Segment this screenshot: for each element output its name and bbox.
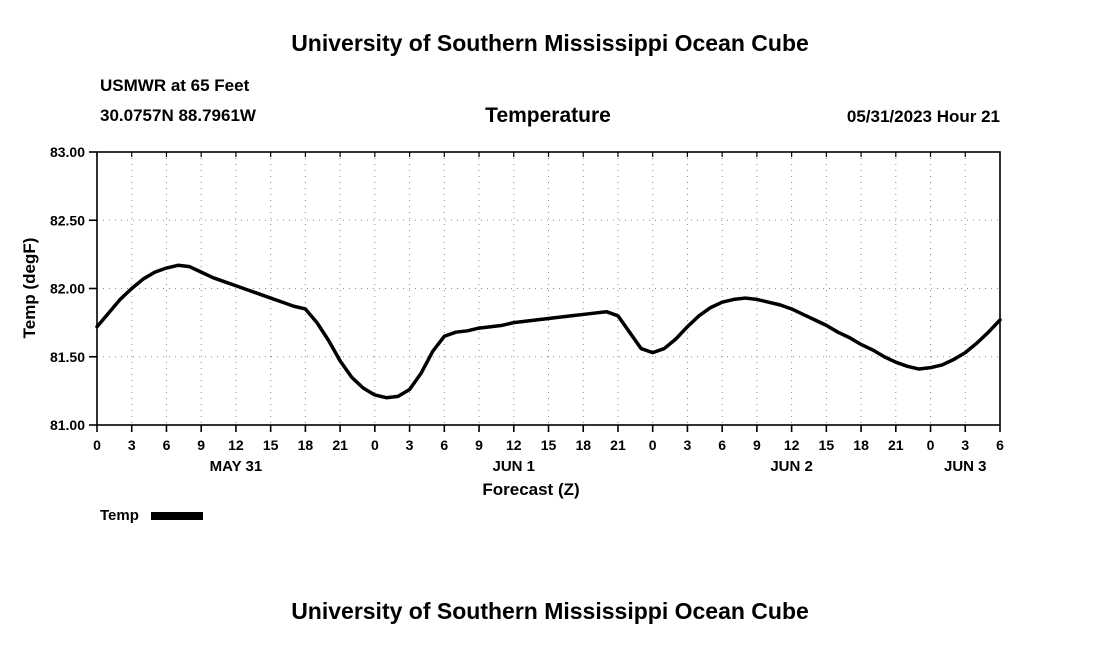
run-time-label: 05/31/2023 Hour 21 (846, 107, 1000, 126)
day-label: JUN 2 (770, 458, 813, 475)
x-tick-label: 12 (506, 437, 522, 453)
x-tick-label: 18 (853, 437, 869, 453)
x-tick-label: 0 (93, 437, 101, 453)
y-tick-label: 81.50 (50, 349, 85, 365)
legend-line-swatch (150, 511, 203, 520)
x-tick-label: 6 (996, 437, 1004, 453)
x-tick-label: 9 (197, 437, 205, 453)
plot-border (96, 151, 1001, 426)
page-title-bottom: University of Southern Mississippi Ocean… (291, 598, 809, 624)
y-tick-label: 82.50 (50, 212, 85, 228)
day-label: JUN 1 (493, 458, 536, 475)
x-tick-label: 6 (440, 437, 448, 453)
x-tick-label: 18 (298, 437, 314, 453)
x-tick-label: 15 (819, 437, 835, 453)
x-tick-label: 21 (888, 437, 904, 453)
x-tick-label: 21 (610, 437, 626, 453)
coordinates-label: 30.0757N 88.7961W (100, 106, 256, 125)
x-tick-label: 21 (332, 437, 348, 453)
y-tick-label: 83.00 (50, 144, 85, 160)
page-title-top: University of Southern Mississippi Ocean… (291, 30, 809, 56)
station-label: USMWR at 65 Feet (100, 76, 250, 95)
x-tick-label: 9 (753, 437, 761, 453)
x-tick-label: 0 (649, 437, 657, 453)
x-tick-label: 0 (371, 437, 379, 453)
temp-line (95, 263, 1002, 400)
day-label: MAY 31 (210, 458, 263, 475)
x-tick-label: 6 (163, 437, 171, 453)
x-axis-label: Forecast (Z) (482, 480, 580, 499)
x-tick-label: 9 (475, 437, 483, 453)
plot-title: Temperature (485, 104, 611, 127)
x-tick-label: 3 (684, 437, 692, 453)
x-tick-label: 3 (128, 437, 136, 453)
y-tick-label: 81.00 (50, 417, 85, 433)
x-tick-label: 3 (961, 437, 969, 453)
x-tick-label: 6 (718, 437, 726, 453)
legend: Temp (100, 507, 203, 524)
y-tick-label: 82.00 (50, 281, 85, 297)
x-tick-label: 15 (263, 437, 279, 453)
x-tick-label: 12 (784, 437, 800, 453)
day-label: JUN 3 (944, 458, 987, 475)
x-tick-label: 18 (575, 437, 591, 453)
x-tick-label: 15 (541, 437, 557, 453)
legend-label: Temp (100, 507, 139, 524)
x-tick-label: 12 (228, 437, 244, 453)
x-tick-label: 3 (406, 437, 414, 453)
x-tick-label: 0 (927, 437, 935, 453)
